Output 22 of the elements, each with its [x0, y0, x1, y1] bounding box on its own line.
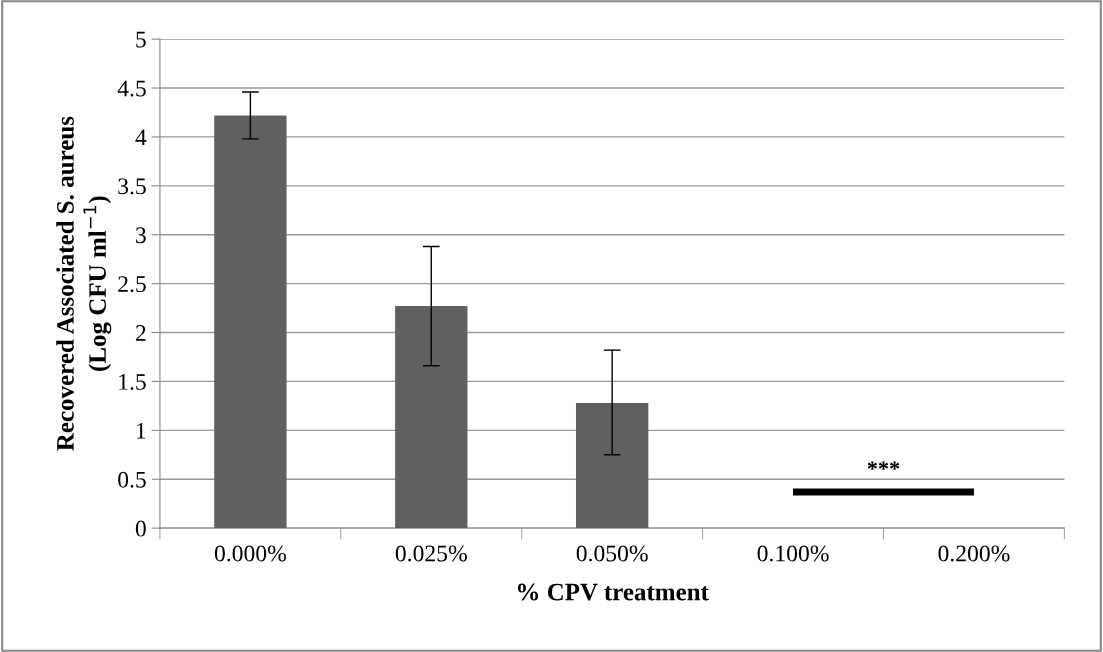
y-tick-label: 2	[135, 325, 146, 341]
x-tick-label: 0.200%	[938, 545, 1010, 562]
x-tick-label: 0.050%	[576, 545, 648, 562]
y-tick-label: 3	[136, 227, 146, 244]
bar	[214, 115, 287, 529]
x-tick-label: 0.000%	[214, 545, 286, 562]
x-axis-title: % CPV treatment	[517, 583, 709, 601]
y-tick-label: 0.5	[118, 471, 146, 488]
annotation: ***	[867, 461, 900, 470]
y-tick-label: 5	[136, 31, 146, 48]
y-tick-label: 2.5	[118, 276, 146, 293]
y-tick-label: 1	[137, 422, 146, 439]
y-axis-title: Recovered Associated S. aureus (Log CFU ml$^{−1}$)	[56, 116, 112, 451]
bar	[395, 306, 468, 529]
y-tick-label: 3.5	[118, 178, 146, 195]
y-tick-label: 0	[135, 520, 146, 537]
bar	[575, 402, 649, 529]
x-tick-label: 0.025%	[395, 545, 467, 562]
y-tick-label: 4.5	[117, 80, 146, 97]
x-tick-label: 0.100%	[757, 545, 829, 562]
y-tick-label: 1.5	[119, 374, 146, 390]
y-tick-label: 4	[135, 129, 147, 146]
